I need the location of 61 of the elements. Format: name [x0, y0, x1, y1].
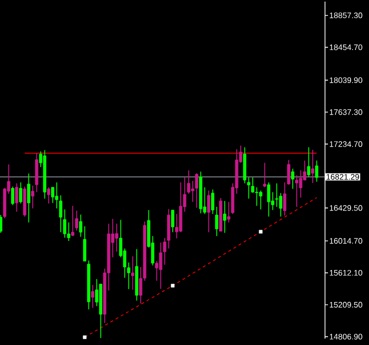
candlestick [311, 149, 314, 184]
candlestick [315, 160, 318, 182]
ref-line-label: 16821.29 [326, 174, 359, 180]
candlestick [27, 173, 30, 223]
candlestick [291, 168, 294, 190]
candlestick [307, 146, 310, 178]
candlestick [131, 256, 134, 290]
candlestick [79, 214, 82, 238]
point [82, 335, 86, 340]
candlestick [223, 200, 226, 234]
candlestick [283, 182, 286, 216]
candlestick [171, 210, 174, 233]
candlestick [67, 222, 70, 242]
candlestick [47, 186, 50, 204]
candlestick [255, 186, 258, 206]
candlestick [159, 242, 162, 290]
candlestick [163, 238, 166, 266]
candlestick [71, 205, 74, 237]
candlestick [227, 201, 230, 223]
candlestick [91, 284, 94, 308]
candlestick [207, 190, 210, 233]
candlestick [251, 177, 254, 194]
line-series [84, 197, 318, 338]
y-tick-label: 14806.90 [330, 334, 362, 340]
candlestick [279, 192, 282, 218]
y-tick-label: 17234.70 [330, 141, 362, 147]
y-tick-label: 16429.50 [330, 205, 362, 211]
candlestick [11, 186, 14, 206]
candlestick [195, 172, 198, 208]
point [170, 284, 175, 288]
y-tick-label: 18039.90 [330, 77, 362, 84]
candlestick [115, 223, 118, 252]
candlestick [259, 190, 262, 210]
candlestick [55, 182, 58, 209]
point [258, 230, 263, 234]
candlestick [63, 208, 66, 238]
candlestick [295, 174, 298, 208]
candlestick [19, 182, 22, 204]
candlestick [275, 182, 278, 208]
candlestick [263, 162, 266, 188]
candlestick [247, 177, 250, 200]
y-tick-label: 15612.10 [330, 270, 362, 276]
candlestick [127, 262, 130, 290]
y-tick-label: 18454.70 [330, 44, 362, 50]
candlestick [299, 170, 302, 198]
candlestick [187, 170, 190, 194]
y-tick-label: 18857.30 [330, 12, 362, 18]
candlestick [83, 226, 86, 262]
candlestick [287, 159, 290, 186]
candlestick [15, 182, 18, 212]
candlestick [0, 214, 2, 234]
candlestick [75, 210, 78, 232]
candlestick [59, 194, 62, 233]
candlestick [215, 206, 218, 237]
y-tick-label: 15209.50 [330, 302, 362, 308]
y-tick-label: 16014.70 [330, 238, 362, 244]
candlestick [191, 180, 194, 202]
candlestick [267, 182, 270, 218]
y-tick-label: 17637.30 [330, 109, 362, 115]
candlestick [211, 189, 214, 214]
candlestick [51, 186, 54, 204]
